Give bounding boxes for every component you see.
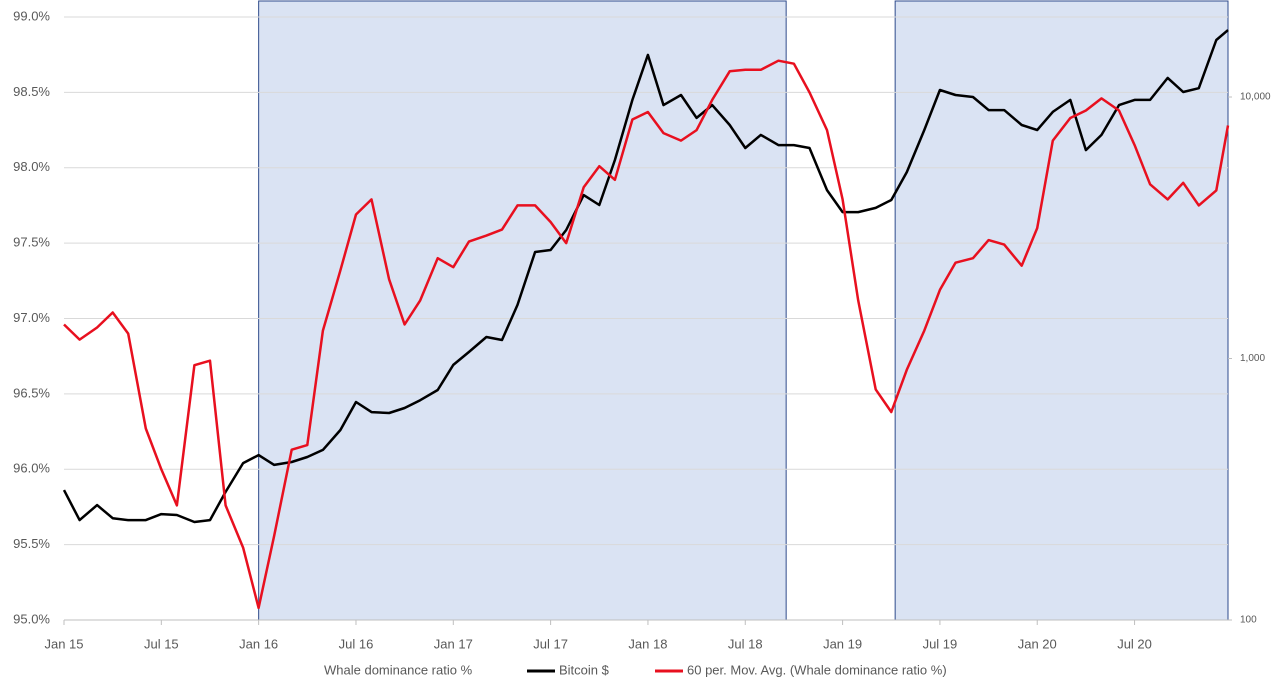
y2-tick-label: 1,000 [1240,353,1265,364]
x-tick-label: Jul 19 [923,636,958,651]
y-tick-label: 96.0% [13,461,50,476]
legend-label: Bitcoin $ [559,662,610,677]
y-tick-label: 97.5% [13,235,50,250]
x-tick-label: Jul 16 [339,636,374,651]
x-tick-label: Jul 17 [533,636,568,651]
x-tick-label: Jul 20 [1117,636,1152,651]
x-tick-label: Jan 16 [239,636,278,651]
y-tick-label: 95.0% [13,611,50,626]
series-line [62,29,1229,524]
y-tick-label: 95.5% [13,536,50,551]
shaded-region [258,0,787,621]
y-tick-label: 97.0% [13,310,50,325]
x-tick-label: Jan 20 [1018,636,1057,651]
y2-tick-label: 100 [1240,615,1257,626]
series-line [63,59,1230,610]
legend-label: 60 per. Mov. Avg. (Whale dominance ratio… [687,662,947,677]
x-tick-label: Jul 15 [144,636,179,651]
shaded-region [894,0,1229,621]
y-tick-label: 99.0% [13,8,50,23]
x-tick-label: Jul 18 [728,636,763,651]
x-tick-label: Jan 15 [44,636,83,651]
y2-tick-label: 10,000 [1240,92,1271,103]
x-tick-label: Jan 19 [823,636,862,651]
y-tick-label: 98.5% [13,84,50,99]
x-tick-label: Jan 18 [628,636,667,651]
legend-label: Whale dominance ratio % [324,662,473,677]
x-tick-label: Jan 17 [434,636,473,651]
y-tick-label: 96.5% [13,385,50,400]
y-tick-label: 98.0% [13,159,50,174]
